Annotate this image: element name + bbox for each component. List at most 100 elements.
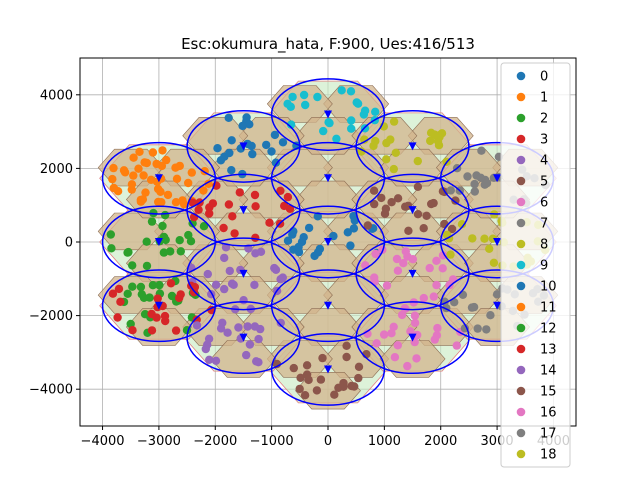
ue-point-9 — [286, 120, 296, 129]
coverage-circle — [270, 78, 386, 151]
ue-point-16 — [410, 318, 420, 328]
ue-point-10 — [238, 121, 247, 131]
sector-hexagon — [126, 308, 192, 346]
legend-label-4: 4 — [540, 154, 548, 169]
x-tick-label: −1000 — [250, 434, 294, 449]
coverage-circle — [270, 333, 386, 406]
ue-point-15 — [354, 362, 364, 371]
site-marker — [324, 365, 332, 374]
ue-point-10 — [278, 138, 288, 147]
ue-point-17 — [482, 325, 491, 334]
coverage-circle — [355, 237, 470, 311]
site-marker — [239, 206, 248, 215]
ue-point-13 — [176, 290, 185, 299]
ue-point-1 — [154, 197, 163, 207]
ue-point-15 — [347, 381, 356, 391]
site-marker — [324, 301, 332, 310]
legend-label-17: 17 — [540, 427, 557, 442]
x-tick-label: −2000 — [193, 434, 237, 449]
legend-marker-0 — [516, 71, 526, 81]
ue-point-7 — [470, 179, 479, 189]
ue-point-3 — [224, 200, 234, 209]
ue-point-7 — [463, 172, 472, 181]
ue-point-10 — [216, 156, 226, 165]
ue-point-15 — [300, 391, 310, 400]
ue-point-5 — [419, 224, 428, 233]
legend-label-9: 9 — [540, 259, 548, 274]
ue-point-6 — [448, 275, 458, 284]
ue-point-17 — [469, 302, 479, 312]
ue-point-5 — [404, 226, 413, 235]
ue-point-11 — [156, 187, 165, 196]
ue-point-13 — [152, 313, 161, 322]
ue-point-8 — [426, 136, 435, 146]
ue-point-2 — [106, 230, 116, 239]
ue-point-11 — [135, 147, 144, 156]
legend-label-5: 5 — [540, 175, 548, 190]
ue-point-12 — [140, 310, 150, 319]
ue-point-16 — [433, 323, 442, 333]
ue-point-9 — [360, 106, 370, 115]
ue-point-6 — [371, 249, 380, 259]
ue-point-1 — [158, 146, 167, 155]
ue-point-5 — [447, 224, 457, 234]
ue-point-15 — [316, 375, 326, 384]
site-marker — [324, 238, 332, 246]
ue-point-5 — [413, 182, 423, 191]
ue-point-2 — [123, 248, 132, 257]
legend-label-13: 13 — [540, 343, 557, 358]
ue-point-10 — [267, 147, 276, 156]
ue-point-2 — [184, 230, 193, 240]
ue-point-17 — [473, 324, 482, 333]
ue-point-13 — [166, 279, 176, 288]
legend-marker-1 — [516, 92, 526, 102]
legend-label-11: 11 — [540, 301, 557, 316]
ue-point-9 — [347, 124, 356, 133]
ue-point-14 — [218, 318, 227, 327]
legend-marker-13 — [516, 344, 526, 354]
ue-point-2 — [147, 217, 157, 226]
ue-point-11 — [129, 153, 138, 162]
coverage-circle — [355, 301, 470, 375]
x-tick-label: 0 — [324, 434, 332, 449]
ue-point-15 — [330, 390, 339, 399]
ue-point-10 — [224, 113, 233, 123]
ue-point-16 — [403, 361, 412, 371]
ue-points — [106, 86, 550, 400]
ue-point-1 — [109, 163, 118, 173]
legend-label-6: 6 — [540, 196, 548, 211]
sector-hexagon — [379, 148, 446, 187]
ue-point-16 — [406, 327, 415, 336]
ue-point-8 — [389, 117, 399, 126]
ue-point-9 — [371, 107, 380, 117]
ue-point-2 — [166, 247, 175, 256]
ue-point-6 — [382, 281, 392, 290]
ue-point-11 — [172, 174, 182, 183]
ue-point-16 — [389, 322, 398, 331]
ue-point-0 — [294, 242, 303, 252]
ue-point-16 — [412, 354, 421, 363]
coverage-circle — [270, 205, 386, 279]
ue-point-15 — [362, 350, 371, 359]
ue-point-2 — [160, 210, 170, 220]
site-marker — [493, 174, 502, 183]
ue-point-0 — [304, 223, 314, 233]
coverage-circle — [186, 237, 301, 311]
ue-point-15 — [342, 341, 351, 350]
site-marker — [408, 142, 417, 151]
ue-point-0 — [299, 233, 308, 242]
ue-point-6 — [425, 263, 434, 273]
ue-point-9 — [332, 134, 341, 143]
ue-point-13 — [171, 326, 181, 335]
legend-marker-15 — [516, 386, 526, 396]
ue-point-11 — [141, 188, 150, 197]
ue-point-2 — [158, 221, 167, 231]
chart-title: Esc:okumura_hata, F:900, Ues:416/513 — [181, 35, 475, 54]
ue-point-13 — [114, 284, 124, 294]
ue-point-18 — [446, 250, 455, 259]
ue-point-0 — [346, 241, 355, 250]
ue-point-13 — [116, 297, 125, 306]
ue-point-14 — [234, 323, 243, 332]
ue-point-3 — [219, 223, 228, 233]
